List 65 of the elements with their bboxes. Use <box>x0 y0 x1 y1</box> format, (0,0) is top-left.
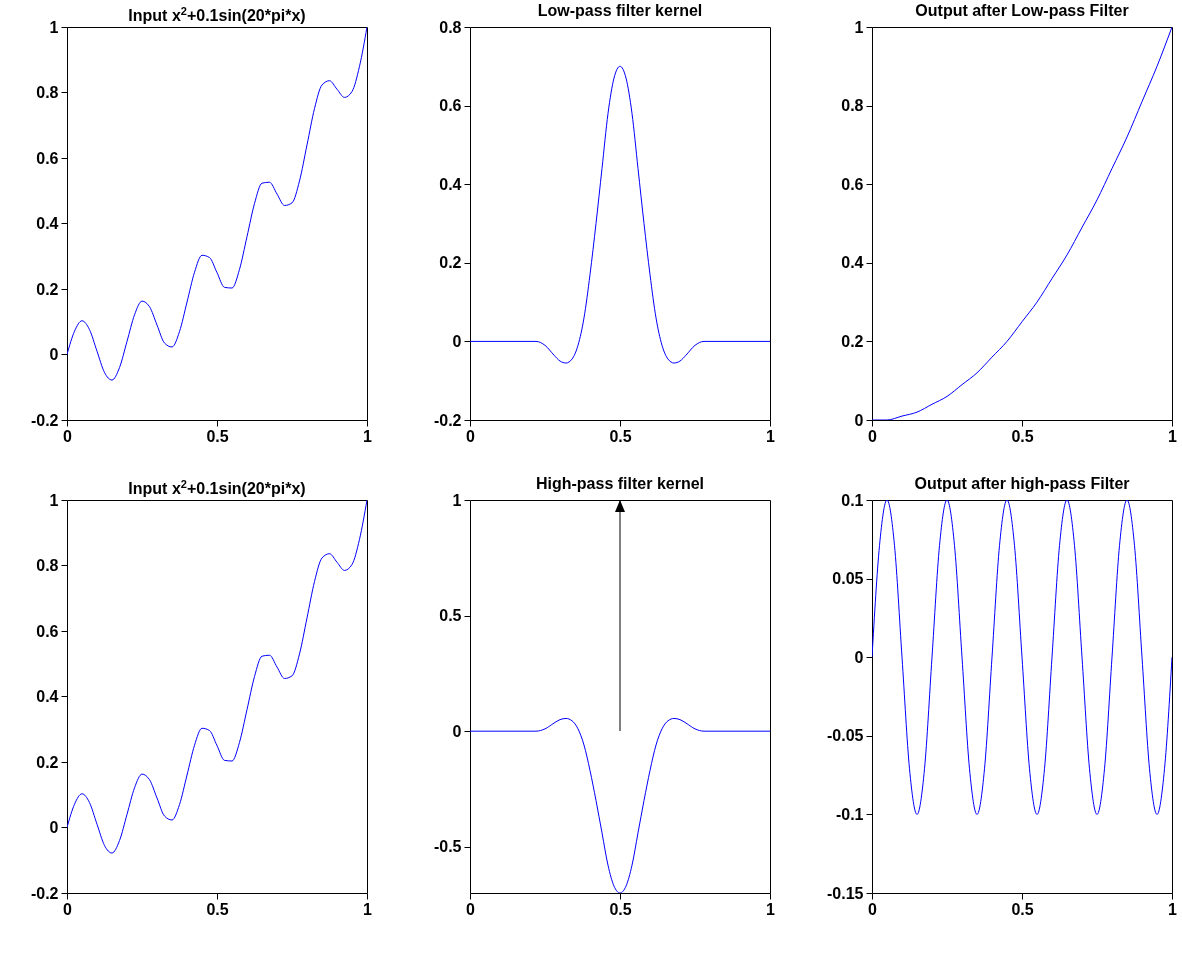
x-tick-label: 0 <box>466 900 476 918</box>
x-tick-label: 1 <box>363 900 373 918</box>
line-series <box>470 65 770 364</box>
x-tick-label: 1 <box>363 427 373 445</box>
line-series <box>67 27 367 381</box>
chart-title: Output after high-pass Filter <box>913 474 1131 494</box>
y-tick-label: 0.6 <box>439 97 462 115</box>
y-tick-label: 0.4 <box>36 215 59 232</box>
y-tick-label: 1 <box>854 18 864 36</box>
y-tick-label: -0.2 <box>30 884 59 902</box>
y-tick-label: 0.2 <box>36 280 59 298</box>
y-tick-label: 0.8 <box>439 18 462 36</box>
x-tick-label: 0.5 <box>206 427 229 445</box>
y-tick-label: 0.05 <box>832 570 864 588</box>
y-tick-label: -0.2 <box>433 411 462 429</box>
x-tick-label: 0 <box>868 427 878 445</box>
y-tick-label: 0.6 <box>36 622 59 640</box>
chart-title: Low-pass filter kernel <box>536 1 704 21</box>
x-tick-label: 0.5 <box>609 900 632 918</box>
x-tick-label: 1 <box>766 900 776 918</box>
y-tick-label: 0.6 <box>36 149 59 167</box>
y-tick-label: 0.4 <box>439 175 462 193</box>
x-tick-label: 0.5 <box>206 900 229 918</box>
y-tick-label: -0.1 <box>835 805 864 823</box>
y-tick-label: 0 <box>452 722 462 740</box>
y-tick-label: -0.15 <box>827 884 864 902</box>
chart-title: High-pass filter kernel <box>534 474 705 494</box>
y-tick-label: 0.6 <box>841 175 864 193</box>
x-tick-label: 0 <box>63 427 73 445</box>
y-tick-label: 0.2 <box>439 254 462 272</box>
x-tick-label: 1 <box>1168 900 1178 918</box>
y-tick-label: 0.8 <box>36 84 59 101</box>
y-tick-label: 0 <box>49 819 59 836</box>
y-tick-label: 0.5 <box>439 607 462 625</box>
y-tick-label: 0 <box>49 346 59 363</box>
line-series <box>67 500 367 854</box>
y-tick-label: 0.1 <box>841 491 864 509</box>
y-tick-label: 0 <box>854 648 864 666</box>
line-series <box>470 717 770 893</box>
x-tick-label: 0.5 <box>1011 900 1034 918</box>
x-tick-label: 0 <box>63 900 73 918</box>
y-tick-label: 1 <box>49 18 59 36</box>
chart-title: Input x$^{2}$+0.1sin(20*pi*x) <box>127 4 307 26</box>
x-tick-label: 0.5 <box>1011 427 1034 445</box>
y-tick-label: 0.2 <box>36 753 59 771</box>
y-tick-label: 0.8 <box>36 557 59 574</box>
y-tick-label: 0.4 <box>841 254 864 272</box>
x-tick-label: 0.5 <box>609 427 632 445</box>
x-tick-label: 0 <box>466 427 476 445</box>
y-tick-label: -0.05 <box>827 727 864 745</box>
y-tick-label: 1 <box>49 491 59 509</box>
y-tick-label: 0 <box>452 332 462 350</box>
x-tick-label: 1 <box>1168 427 1178 445</box>
y-tick-label: 0.4 <box>36 688 59 705</box>
y-tick-label: 0 <box>854 411 864 429</box>
x-tick-label: 0 <box>868 900 878 918</box>
y-tick-label: -0.2 <box>30 411 59 429</box>
y-tick-label: -0.5 <box>433 838 462 856</box>
chart-title: Input x$^{2}$+0.1sin(20*pi*x) <box>127 477 307 499</box>
y-tick-label: 1 <box>452 491 462 509</box>
y-tick-label: 0.8 <box>841 97 864 115</box>
chart-title: Output after Low-pass Filter <box>914 1 1130 21</box>
line-series <box>872 500 1172 815</box>
x-tick-label: 1 <box>766 427 776 445</box>
y-tick-label: 0.2 <box>841 332 864 350</box>
